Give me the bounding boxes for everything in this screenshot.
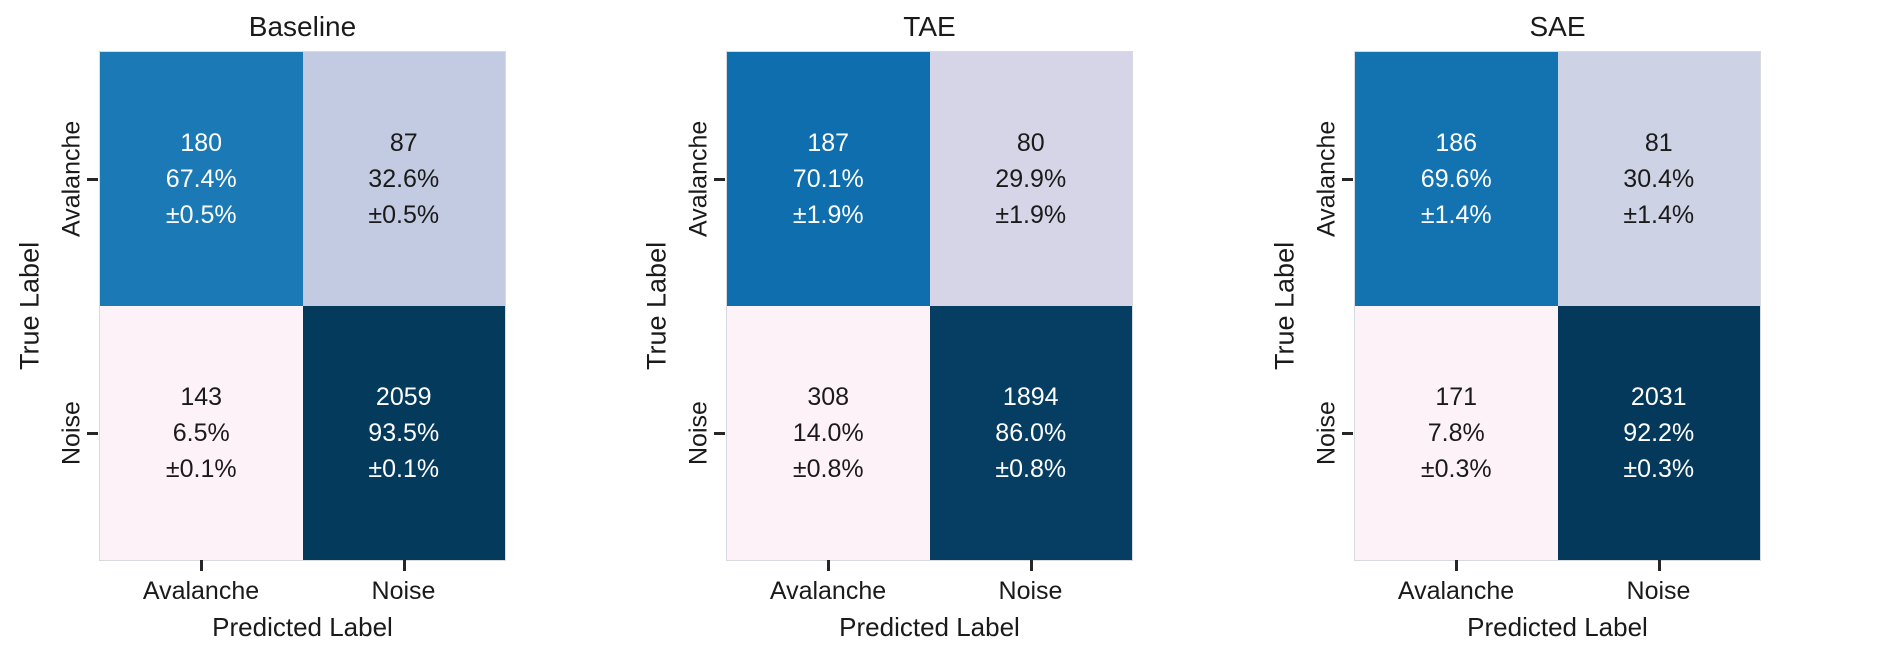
matrix-cell-true-avalanche-pred-avalanche: 187 70.1% ±1.9% [727,52,930,306]
x-tick-mark [403,560,406,571]
cell-std: ±1.4% [1420,201,1492,229]
cell-count: 308 [807,383,850,411]
cell-count: 2031 [1630,383,1687,411]
cell-count: 186 [1435,129,1478,157]
y-tick-label-avalanche: Avalanche [57,120,86,238]
y-tick-label-avalanche: Avalanche [684,120,713,238]
x-tick-label-noise: Noise [1626,577,1691,605]
cell-count: 2059 [375,383,432,411]
y-tick-label-noise: Noise [1312,401,1341,465]
matrix-cell-true-noise-pred-avalanche: 308 14.0% ±0.8% [727,306,930,560]
y-axis-label: True Label [1269,241,1300,371]
heatmap-grid: 186 69.6% ±1.4% 81 30.4% ±1.4% 171 7.8% … [1354,51,1761,561]
panel-title: Baseline [248,11,357,42]
matrix-cell-true-avalanche-pred-noise: 81 30.4% ±1.4% [1557,52,1760,306]
y-tick-mark [87,178,98,181]
cell-std: ±0.3% [1623,455,1695,483]
cell-percent: 69.6% [1420,165,1492,193]
y-axis-label: True Label [14,241,45,371]
x-tick-mark [827,560,830,571]
cell-std: ±0.3% [1420,455,1492,483]
cell-count: 187 [807,129,850,157]
panel-title: SAE [1529,11,1586,42]
cell-std: ±1.9% [792,201,864,229]
y-tick-mark [1342,432,1353,435]
x-tick-mark [1030,560,1033,571]
cell-std: ±0.5% [165,201,237,229]
cell-count: 81 [1644,129,1673,157]
matrix-cell-true-avalanche-pred-avalanche: 186 69.6% ±1.4% [1355,52,1558,306]
cell-count: 87 [389,129,418,157]
x-tick-label-avalanche: Avalanche [142,577,260,605]
x-tick-label-noise: Noise [371,577,436,605]
panel-title: TAE [903,11,956,42]
cell-std: ±0.1% [165,455,237,483]
cell-std: ±0.8% [995,455,1067,483]
y-tick-mark [1342,178,1353,181]
confusion-matrix-panel-baseline: Baseline True Label Avalanche Noise 180 … [0,0,520,665]
y-tick-mark [714,432,725,435]
x-tick-label-noise: Noise [998,577,1063,605]
heatmap-grid: 187 70.1% ±1.9% 80 29.9% ±1.9% 308 14.0%… [726,51,1133,561]
cell-count: 171 [1435,383,1478,411]
matrix-cell-true-avalanche-pred-noise: 87 32.6% ±0.5% [302,52,505,306]
y-tick-label-noise: Noise [57,401,86,465]
matrix-cell-true-noise-pred-noise: 1894 86.0% ±0.8% [929,306,1132,560]
x-tick-mark [200,560,203,571]
cell-percent: 14.0% [792,419,864,447]
cell-count: 180 [180,129,223,157]
cell-count: 1894 [1002,383,1059,411]
y-axis-label: True Label [641,241,672,371]
matrix-cell-true-noise-pred-avalanche: 171 7.8% ±0.3% [1355,306,1558,560]
matrix-cell-true-noise-pred-noise: 2059 93.5% ±0.1% [302,306,505,560]
cell-count: 143 [180,383,223,411]
heatmap-grid: 180 67.4% ±0.5% 87 32.6% ±0.5% 143 6.5% … [99,51,506,561]
cell-std: ±0.1% [368,455,440,483]
cell-percent: 6.5% [172,419,230,447]
cell-percent: 93.5% [368,419,440,447]
cell-percent: 67.4% [165,165,237,193]
cell-percent: 92.2% [1623,419,1695,447]
cell-std: ±1.4% [1623,201,1695,229]
matrix-cell-true-noise-pred-avalanche: 143 6.5% ±0.1% [100,306,303,560]
cell-count: 80 [1016,129,1045,157]
cell-percent: 86.0% [995,419,1067,447]
x-axis-label: Predicted Label [212,612,393,642]
y-tick-mark [714,178,725,181]
y-tick-label-avalanche: Avalanche [1312,120,1341,238]
cell-std: ±0.8% [792,455,864,483]
cell-std: ±0.5% [368,201,440,229]
x-tick-label-avalanche: Avalanche [1397,577,1515,605]
x-axis-label: Predicted Label [839,612,1020,642]
x-axis-label: Predicted Label [1467,612,1648,642]
x-tick-mark [1455,560,1458,571]
matrix-cell-true-avalanche-pred-avalanche: 180 67.4% ±0.5% [100,52,303,306]
matrix-cell-true-noise-pred-noise: 2031 92.2% ±0.3% [1557,306,1760,560]
x-tick-label-avalanche: Avalanche [769,577,887,605]
y-tick-label-noise: Noise [684,401,713,465]
confusion-matrix-panel-sae: SAE True Label Avalanche Noise 186 69.6%… [1255,0,1775,665]
cell-percent: 32.6% [368,165,440,193]
cell-percent: 29.9% [995,165,1067,193]
x-tick-mark [1658,560,1661,571]
cell-std: ±1.9% [995,201,1067,229]
y-tick-mark [87,432,98,435]
confusion-matrix-panel-tae: TAE True Label Avalanche Noise 187 70.1%… [627,0,1147,665]
cell-percent: 70.1% [792,165,864,193]
cell-percent: 30.4% [1623,165,1695,193]
matrix-cell-true-avalanche-pred-noise: 80 29.9% ±1.9% [929,52,1132,306]
cell-percent: 7.8% [1427,419,1485,447]
